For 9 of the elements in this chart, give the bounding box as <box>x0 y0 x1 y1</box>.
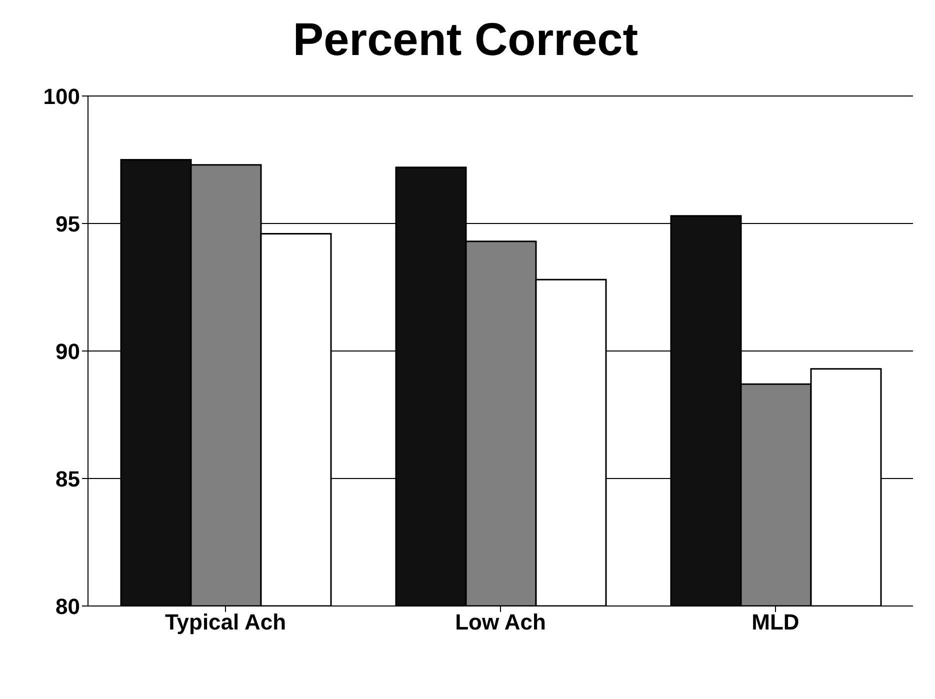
y-tick-label: 100 <box>43 84 80 109</box>
chart-title: Percent Correct <box>292 12 640 66</box>
x-tick-label: Low Ach <box>455 610 546 635</box>
y-tick-label: 80 <box>56 594 80 619</box>
x-tick-label: MLD <box>752 610 800 635</box>
y-tick-label: 90 <box>56 338 80 364</box>
x-tick-label: Typical Ach <box>164 610 286 635</box>
y-tick-label: 95 <box>56 211 80 236</box>
y-tick-label: 85 <box>56 466 80 492</box>
